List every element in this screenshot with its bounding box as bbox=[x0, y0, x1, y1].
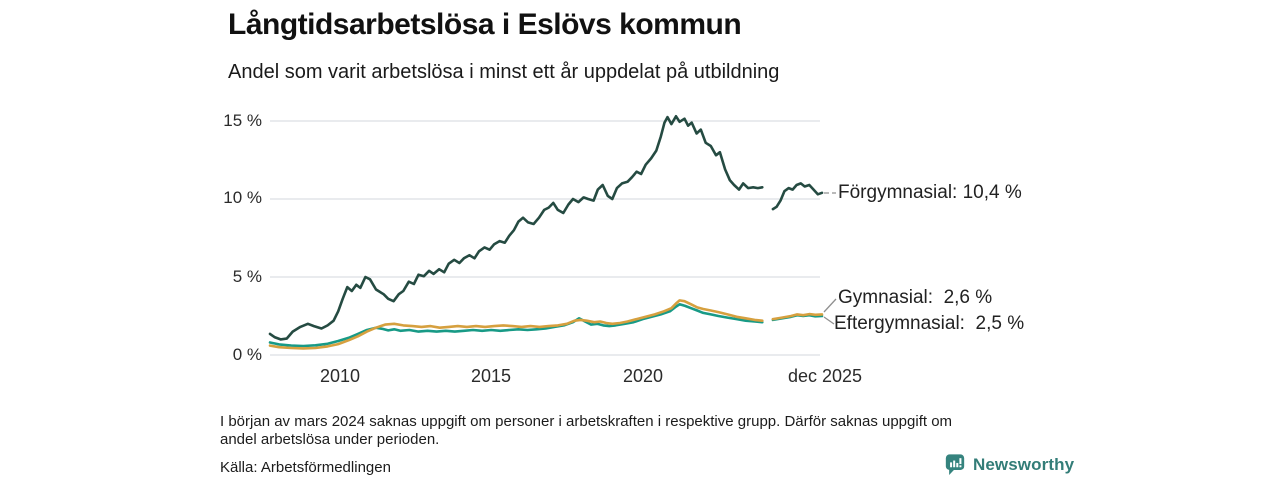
newsworthy-logo: Newsworthy bbox=[944, 453, 1074, 476]
y-axis-tick-label: 5 % bbox=[232, 267, 262, 286]
y-axis-tick-label: 0 % bbox=[232, 345, 262, 364]
y-axis-tick-label: 10 % bbox=[223, 188, 262, 207]
x-axis-tick-label: 2015 bbox=[470, 366, 512, 386]
footnote: I början av mars 2024 saknas uppgift om … bbox=[220, 413, 1080, 448]
page-subtitle: Andel som varit arbetslösa i minst ett å… bbox=[228, 61, 780, 83]
newsworthy-bubble-chart-icon bbox=[945, 454, 965, 476]
footnote-line: I början av mars 2024 saknas uppgift om … bbox=[220, 413, 953, 430]
x-axis-tick-label: 2010 bbox=[319, 366, 361, 386]
source-note: Källa: Arbetsförmedlingen bbox=[220, 459, 391, 476]
series-label-eftergymnasial: Eftergymnasial: 2,5 % bbox=[834, 313, 1025, 334]
footnote-line: andel arbetslösa under perioden. bbox=[220, 430, 440, 448]
series-label-gymnasial: Gymnasial: 2,6 % bbox=[838, 287, 993, 308]
y-axis-tick-label: 15 % bbox=[223, 111, 262, 130]
x-axis-tick-label: dec 2025 bbox=[787, 366, 863, 386]
page-title: Långtidsarbetslösa i Eslövs kommun bbox=[228, 8, 742, 41]
newsworthy-logo-text: Newsworthy bbox=[973, 454, 1075, 474]
series-label-forgymnasial: Förgymnasial: 10,4 % bbox=[838, 182, 1022, 203]
x-axis-tick-label: 2020 bbox=[622, 366, 664, 386]
